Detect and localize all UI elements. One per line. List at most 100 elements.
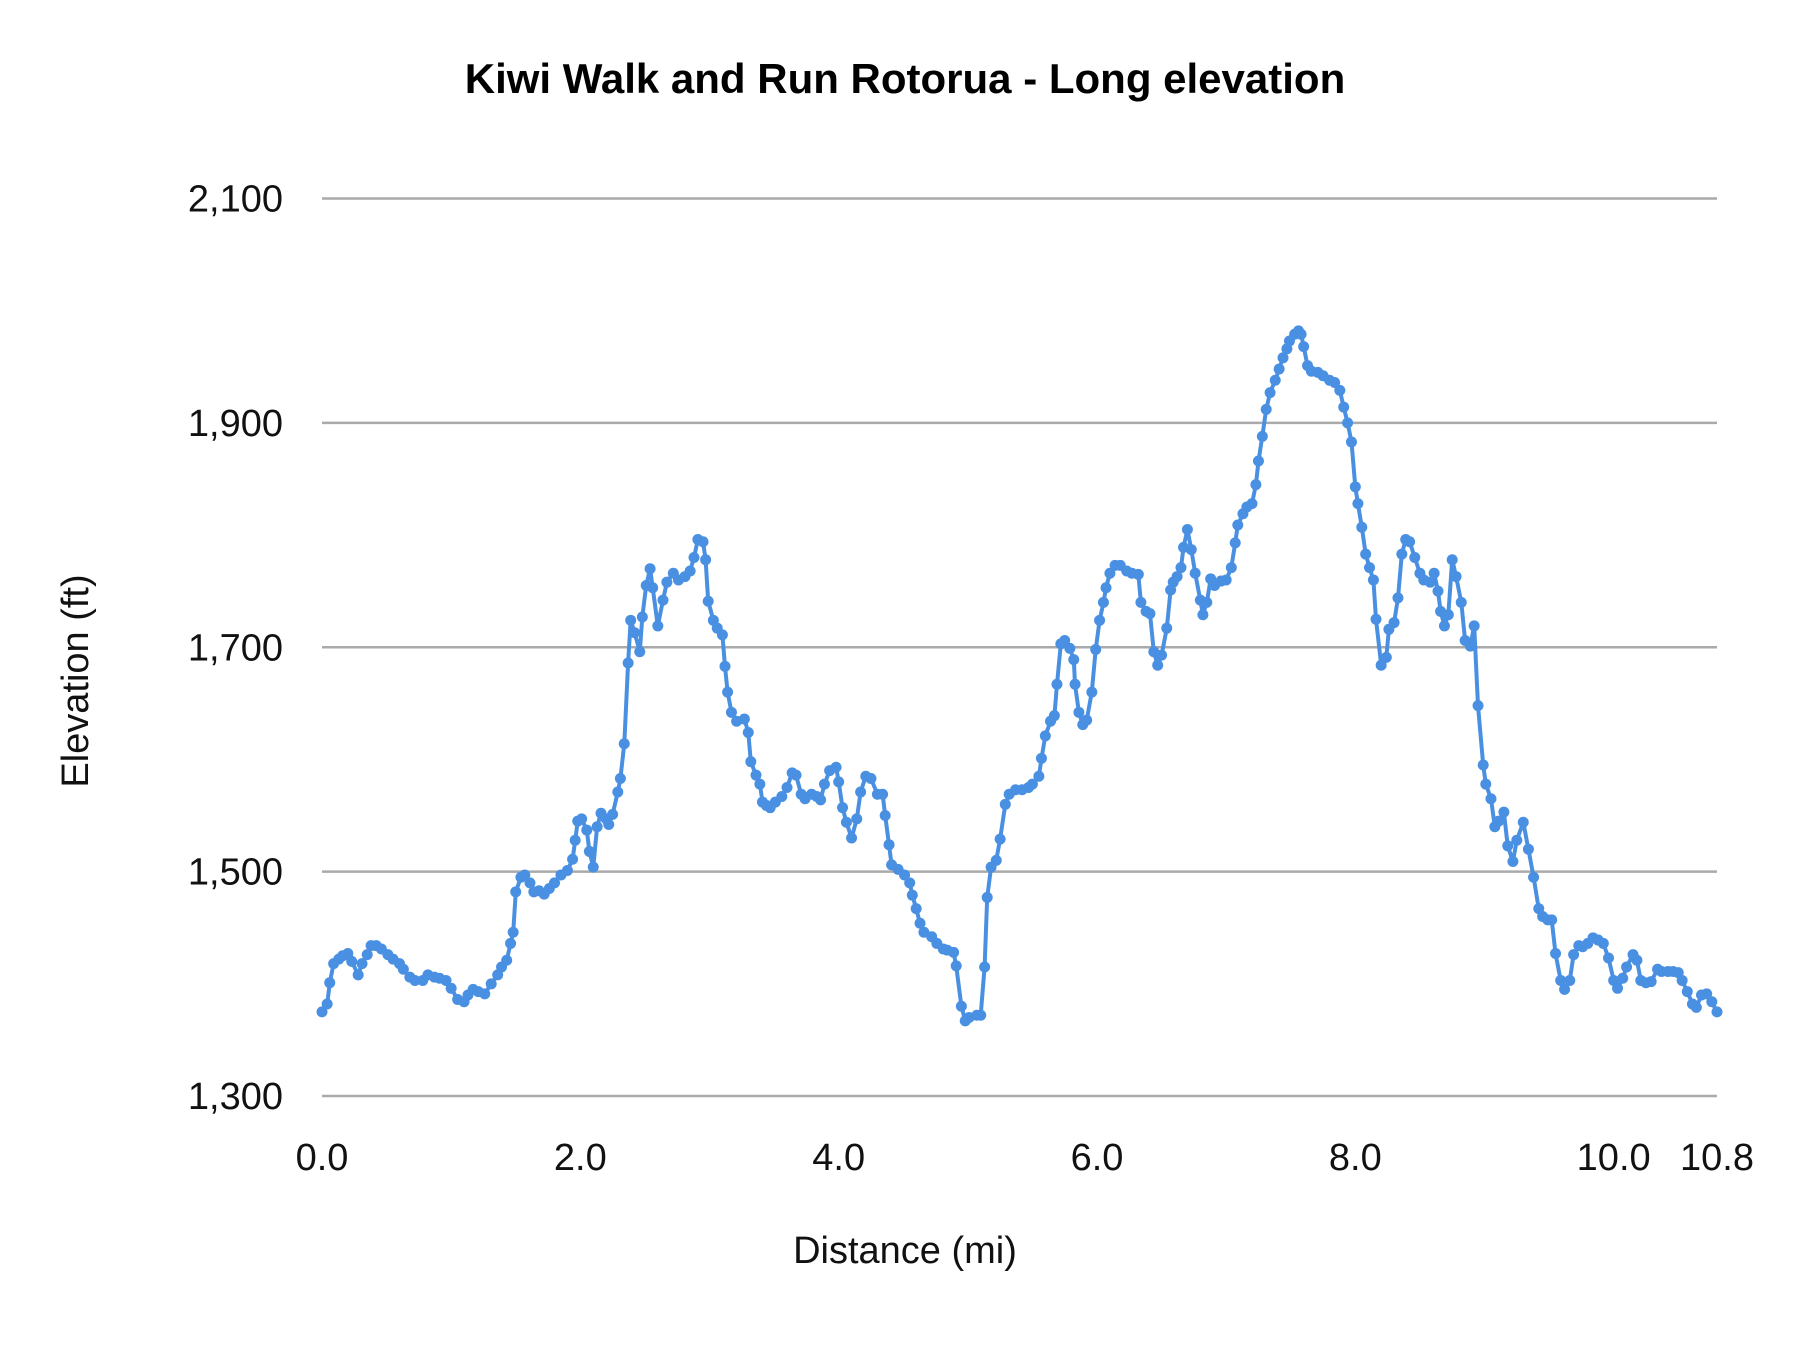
data-point <box>999 798 1011 810</box>
y-tick-label: 1,300 <box>188 1076 283 1118</box>
data-point <box>576 813 588 825</box>
data-point <box>1273 363 1285 375</box>
data-point <box>629 627 641 639</box>
data-point <box>661 576 673 588</box>
data-point <box>1132 568 1144 580</box>
data-point <box>833 776 845 788</box>
data-point <box>614 773 626 785</box>
data-point <box>1264 387 1276 399</box>
data-point <box>725 706 737 718</box>
data-point <box>1189 567 1201 579</box>
data-point <box>716 629 728 641</box>
data-point <box>1645 976 1657 988</box>
data-point <box>1485 793 1497 805</box>
data-point <box>1295 328 1307 340</box>
data-point <box>1676 974 1688 986</box>
data-point <box>1152 659 1164 671</box>
data-point <box>1026 778 1038 790</box>
data-point <box>321 998 333 1010</box>
data-point <box>1345 436 1357 448</box>
data-point <box>316 1006 328 1018</box>
data-point <box>1528 871 1540 883</box>
data-point <box>1522 843 1534 855</box>
data-point <box>776 790 788 802</box>
data-point <box>1144 608 1156 620</box>
data-point <box>790 769 802 781</box>
data-point <box>1409 552 1421 563</box>
data-point <box>561 865 573 877</box>
data-point <box>507 926 519 938</box>
data-point <box>1468 620 1480 632</box>
data-point <box>634 646 646 658</box>
data-point <box>865 773 877 785</box>
data-point <box>587 861 599 873</box>
data-point <box>950 960 962 972</box>
data-point <box>1356 521 1368 533</box>
x-tick-label: 8.0 <box>1329 1137 1382 1179</box>
data-point <box>1631 954 1643 966</box>
data-point <box>1059 635 1071 647</box>
data-point <box>1298 341 1310 353</box>
data-point <box>1392 592 1404 604</box>
data-point <box>754 778 766 790</box>
data-point <box>1450 571 1462 583</box>
data-point <box>1706 996 1718 1008</box>
data-point <box>1352 498 1364 510</box>
data-point <box>750 769 762 781</box>
y-tick-label: 1,700 <box>188 627 283 669</box>
data-point <box>1252 455 1264 467</box>
data-point <box>361 949 373 961</box>
data-point <box>356 958 368 970</box>
data-point <box>738 713 750 725</box>
elevation-line <box>320 328 1719 1023</box>
data-point <box>1232 519 1244 531</box>
data-point <box>840 816 852 828</box>
data-point <box>1438 620 1450 632</box>
data-point <box>1334 384 1346 396</box>
data-point <box>1161 622 1173 634</box>
data-point <box>440 974 452 986</box>
data-point <box>1260 403 1272 415</box>
data-point <box>981 891 993 903</box>
data-point <box>1446 554 1458 566</box>
x-tick-label: 2.0 <box>554 1137 607 1179</box>
data-point <box>1181 523 1193 535</box>
data-point <box>1156 649 1168 661</box>
chart-title: Kiwi Walk and Run Rotorua - Long elevati… <box>465 55 1345 102</box>
data-point <box>1225 562 1237 574</box>
data-point <box>1597 937 1609 949</box>
data-point <box>955 1000 967 1012</box>
data-point <box>1100 582 1112 594</box>
data-point <box>994 833 1006 845</box>
data-point <box>883 839 895 851</box>
data-point <box>745 756 757 768</box>
data-point <box>1367 574 1379 586</box>
data-point <box>781 781 793 793</box>
data-point <box>1068 654 1080 666</box>
data-point <box>583 845 595 857</box>
data-point <box>607 808 619 820</box>
y-axis-title: Elevation (ft) <box>55 574 97 787</box>
data-point <box>1081 714 1093 726</box>
data-point <box>1432 585 1444 597</box>
data-point <box>702 595 714 607</box>
data-point <box>1559 983 1571 995</box>
data-point <box>1388 617 1400 629</box>
data-point <box>851 813 863 825</box>
data-point <box>846 832 858 844</box>
data-point <box>684 565 696 577</box>
data-point <box>697 536 709 548</box>
data-point <box>1396 548 1408 560</box>
x-tick-label: 4.0 <box>812 1137 865 1179</box>
data-point <box>622 657 634 669</box>
y-tick-label: 2,100 <box>188 179 283 221</box>
data-point <box>1256 430 1268 442</box>
data-point <box>1546 914 1558 926</box>
data-point <box>524 877 536 889</box>
data-point <box>1035 752 1047 764</box>
data-point <box>591 821 603 833</box>
data-point <box>644 563 656 575</box>
data-point <box>1229 537 1241 549</box>
data-point <box>652 620 664 632</box>
